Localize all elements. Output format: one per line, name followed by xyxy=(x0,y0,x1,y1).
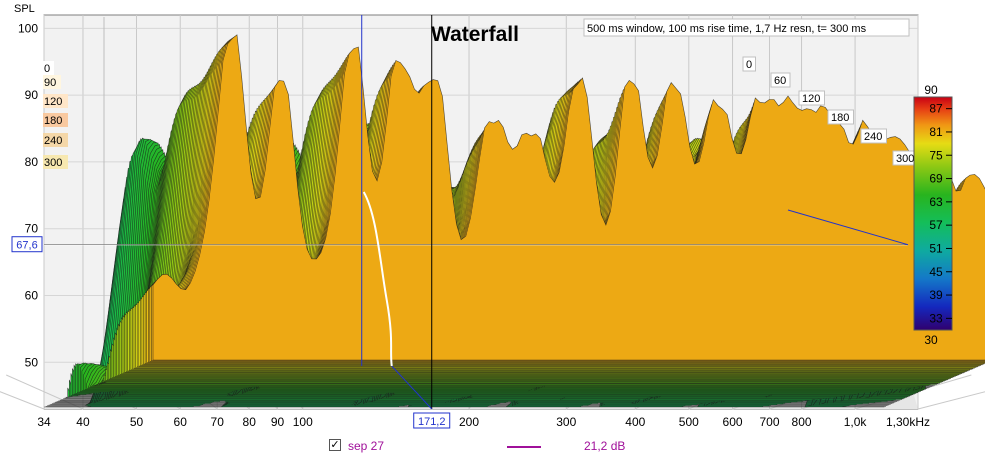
left-time-tick-box xyxy=(43,155,68,169)
time-tick-box xyxy=(798,90,825,106)
left-time-tick-label: 120 xyxy=(44,96,62,108)
y-tick-label: 80 xyxy=(25,155,39,169)
x-tick-label: 200 xyxy=(459,415,479,429)
left-time-tick-box xyxy=(43,133,68,147)
left-time-tick-label: 90 xyxy=(44,77,56,89)
colorbar-tick-label: 75 xyxy=(929,148,943,162)
colorbar-tick-label: 57 xyxy=(929,218,943,232)
waterfall-surface xyxy=(44,34,985,408)
chart-info: 500 ms window, 100 ms rise time, 1,7 Hz … xyxy=(587,23,867,35)
y-tick-label: 90 xyxy=(25,88,39,102)
colorbar-max-label: 90 xyxy=(924,83,938,97)
cursor-x-box xyxy=(413,412,451,429)
time-tick-box xyxy=(827,109,854,125)
chart-labels: SPL 50 60 70 80 90 100 34 40 50 60 70 80 90 100 200 300 4… xyxy=(11,3,930,429)
time-tick-box xyxy=(742,56,756,72)
waterfall-slice xyxy=(152,34,985,361)
colorbar-min-label: 30 xyxy=(924,333,938,347)
left-time-tick-box xyxy=(43,94,68,108)
y-tick-label: 60 xyxy=(25,288,39,302)
series-value: 21,2 dB xyxy=(584,439,626,453)
x-tick-label: 50 xyxy=(130,415,144,429)
y-tick-label: 100 xyxy=(18,21,38,35)
time-tick-label: 120 xyxy=(802,93,820,105)
x-tick-label: 40 xyxy=(76,415,90,429)
x-tick-label: 1,0k xyxy=(844,415,868,429)
cursor-depth-line-right xyxy=(787,209,909,246)
grid-line-x-depth xyxy=(0,391,45,410)
grid-line-x-depth xyxy=(917,391,985,410)
time-tick-label: 180 xyxy=(831,112,849,124)
x-tick-label: 800 xyxy=(792,415,812,429)
x-tick-label: 1,30kHz xyxy=(886,415,930,429)
cursor-x-value: 171,2 xyxy=(418,416,446,428)
chart-overlay xyxy=(44,15,909,410)
time-tick-label: 240 xyxy=(864,131,882,143)
y-axis-label: SPL xyxy=(14,3,35,15)
series-name: sep 27 xyxy=(348,439,385,453)
left-time-tick-box xyxy=(43,75,61,89)
x-tick-label: 700 xyxy=(760,415,780,429)
time-tick-label: 300 xyxy=(896,153,914,165)
x-tick-label: 80 xyxy=(243,415,257,429)
left-time-tick-box xyxy=(43,61,54,75)
x-tick-label: 90 xyxy=(271,415,285,429)
left-time-tick-label: 300 xyxy=(44,157,62,169)
colorbar-tick-label: 87 xyxy=(929,102,943,116)
cursor-trace xyxy=(362,191,393,367)
x-tick-label: 400 xyxy=(625,415,645,429)
time-tick-box xyxy=(860,128,887,144)
left-time-tick-label: 180 xyxy=(44,115,62,127)
x-tick-label: 60 xyxy=(174,415,188,429)
x-tick-label: 100 xyxy=(293,415,313,429)
y-tick-label: 50 xyxy=(25,355,39,369)
x-tick-label: 70 xyxy=(211,415,225,429)
colorbar-tick-label: 51 xyxy=(929,241,943,255)
info-box xyxy=(583,18,910,37)
left-time-tick-box xyxy=(43,113,68,127)
series-line-swatch xyxy=(507,446,541,448)
time-tick-box xyxy=(770,72,791,88)
y-tick-label: 70 xyxy=(25,222,39,236)
left-time-tick-label: 0 xyxy=(44,63,50,75)
colorbar-tick-label: 63 xyxy=(929,195,943,209)
colorbar-gradient xyxy=(913,96,953,331)
time-tick-label: 60 xyxy=(774,75,786,87)
colorbar-tick-label: 45 xyxy=(929,265,943,279)
x-tick-label: 300 xyxy=(556,415,576,429)
colorbar-tick-label: 81 xyxy=(929,125,943,139)
left-time-tick-label: 240 xyxy=(44,135,62,147)
cursor-y-value: 67,6 xyxy=(16,240,37,252)
x-tick-label: 500 xyxy=(679,415,699,429)
chart-title: Waterfall xyxy=(431,23,519,46)
colorbar-tick-label: 33 xyxy=(929,311,943,325)
x-tick-label: 34 xyxy=(37,415,51,429)
cursor-depth-line-floor xyxy=(391,365,433,410)
colorbar-tick-label: 39 xyxy=(929,288,943,302)
x-tick-label: 600 xyxy=(723,415,743,429)
series-visibility-checkbox[interactable]: ✓ xyxy=(329,439,341,451)
legend-bar: ✓ sep 27 21,2 dB xyxy=(0,436,985,458)
cursor-y-box xyxy=(11,236,43,253)
time-tick-label: 0 xyxy=(746,59,752,71)
colorbar-tick-label: 69 xyxy=(929,172,943,186)
colorbar: 90 30 87 81 75 69 63 57 51 45 39 33 xyxy=(913,83,953,347)
